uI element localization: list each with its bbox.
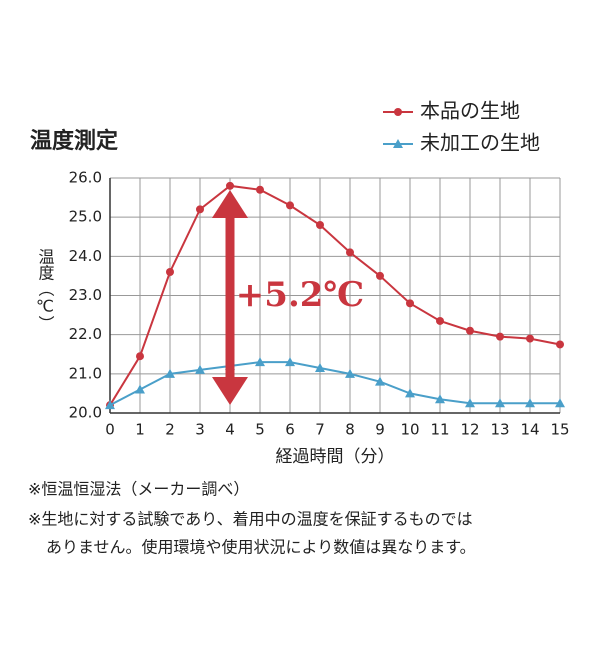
note: ※生地に対する試験であり、着用中の温度を保証するものでは xyxy=(28,510,473,529)
point xyxy=(316,221,324,229)
point xyxy=(405,388,415,398)
x-tick-label: 11 xyxy=(430,421,449,439)
x-tick-label: 6 xyxy=(285,421,295,439)
point xyxy=(495,398,505,408)
series-line xyxy=(109,361,560,407)
x-axis-label: 経過時間（分） xyxy=(276,447,395,467)
point xyxy=(496,332,504,341)
x-tick-label: 14 xyxy=(520,421,539,439)
point xyxy=(345,368,355,378)
point xyxy=(226,181,234,190)
point xyxy=(406,299,414,308)
point xyxy=(435,394,445,404)
point xyxy=(555,398,565,408)
legend-label: 未加工の生地 xyxy=(420,131,540,155)
annotation: +5.2℃ xyxy=(236,275,364,315)
point xyxy=(465,398,475,408)
chart-title: 温度測定 xyxy=(30,128,118,154)
x-tick-label: 10 xyxy=(400,421,419,439)
y-tick-label: 24.0 xyxy=(69,247,102,265)
x-tick-label: 7 xyxy=(315,421,325,439)
point xyxy=(255,357,265,367)
point xyxy=(393,139,403,148)
x-tick-label: 12 xyxy=(460,421,479,439)
point xyxy=(346,248,354,257)
legend-label: 本品の生地 xyxy=(420,99,520,123)
y-axis-label: 温度（℃） xyxy=(35,249,54,332)
y-tick-label: 22.0 xyxy=(69,325,102,343)
x-tick-label: 9 xyxy=(375,421,385,439)
x-tick-label: 5 xyxy=(255,421,265,439)
point xyxy=(105,400,115,410)
y-tick-label: 21.0 xyxy=(69,364,102,382)
difference-arrow xyxy=(212,190,248,405)
note: ありません。使用環境や使用状況により数値は異なります。 xyxy=(46,538,476,557)
y-tick-label: 20.0 xyxy=(69,404,102,422)
x-tick-label: 13 xyxy=(490,421,509,439)
series-line xyxy=(109,184,561,406)
point xyxy=(394,108,402,116)
y-tick-label: 25.0 xyxy=(69,208,102,226)
point xyxy=(165,368,175,378)
x-tick-label: 15 xyxy=(550,421,569,439)
point xyxy=(376,271,384,280)
point xyxy=(136,352,144,361)
x-tick-label: 8 xyxy=(345,421,355,439)
x-tick-label: 0 xyxy=(105,421,115,439)
x-tick-label: 1 xyxy=(135,421,145,439)
point xyxy=(195,364,205,374)
point xyxy=(285,357,295,367)
point xyxy=(525,398,535,408)
point xyxy=(375,376,385,386)
point xyxy=(135,384,145,394)
point xyxy=(526,334,534,343)
note: ※恒温恒湿法（メーカー調べ） xyxy=(28,480,249,499)
y-tick-label: 26.0 xyxy=(69,169,102,187)
point xyxy=(286,201,294,210)
point xyxy=(315,362,325,372)
point xyxy=(166,268,174,276)
point xyxy=(256,185,264,194)
point xyxy=(196,205,204,214)
x-tick-label: 2 xyxy=(165,421,175,439)
point xyxy=(556,340,564,349)
point xyxy=(436,316,444,325)
x-tick-label: 4 xyxy=(225,421,235,439)
y-tick-label: 23.0 xyxy=(69,286,102,304)
x-tick-label: 3 xyxy=(195,421,205,439)
point xyxy=(466,326,474,335)
